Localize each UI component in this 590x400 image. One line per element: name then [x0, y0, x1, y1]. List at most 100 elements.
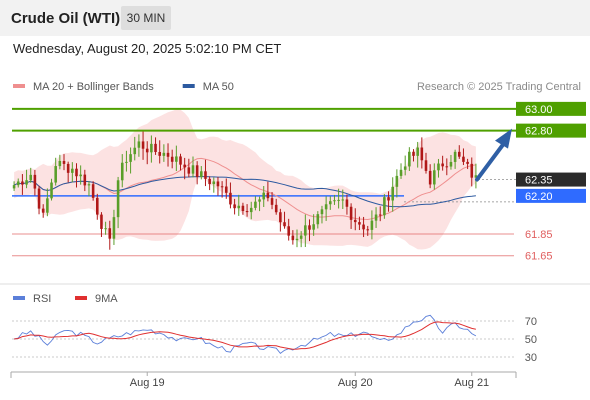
level-label-62-20: 62.20 [525, 191, 553, 203]
candle-body [220, 186, 224, 188]
candle-body [62, 160, 66, 164]
candle-body [237, 205, 241, 209]
candle-body [129, 154, 132, 162]
timeframe-button[interactable]: 30 MIN [121, 6, 171, 30]
candle-body [150, 143, 153, 153]
candle-body [383, 197, 386, 216]
candle-body [408, 151, 411, 167]
candle-body [441, 163, 444, 167]
candle-body [179, 156, 182, 165]
candle-body [299, 235, 303, 239]
candle-body [370, 220, 374, 230]
legend-label-0: MA 20 + Bollinger Bands [33, 81, 154, 93]
candle-body [362, 224, 365, 230]
candle-body [58, 160, 62, 167]
candle-body [345, 199, 349, 207]
header-bar: Crude Oil (WTI) 30 MIN [0, 0, 590, 36]
rsi-tick-30: 30 [525, 352, 537, 364]
instrument-title: Crude Oil (WTI) [11, 10, 121, 27]
candle-body [287, 226, 290, 236]
candle-body [295, 238, 299, 241]
candle-body [108, 228, 112, 239]
candle-body [33, 174, 37, 189]
x-tick-label: Aug 20 [338, 377, 373, 389]
candle-body [12, 185, 16, 189]
candle-body [96, 197, 99, 215]
candle-body [145, 148, 149, 153]
candle-body [308, 225, 311, 230]
level-label-61-85: 61.85 [525, 229, 553, 241]
candle-body [341, 199, 345, 201]
candle-body [474, 175, 478, 178]
candle-body [224, 186, 228, 193]
candle-body [353, 219, 357, 223]
ma50-line [13, 176, 476, 208]
candle-body [141, 141, 145, 149]
level-label-box-62-20 [516, 188, 586, 203]
candle-body [270, 198, 274, 205]
rsi-legend-swatch-1 [75, 296, 87, 300]
chart-datetime: Wednesday, August 20, 2025 5:02:10 PM CE… [13, 41, 282, 56]
candle-body [399, 169, 403, 176]
candle-body [437, 163, 440, 171]
candle-body [175, 156, 178, 162]
candle-body [395, 175, 399, 187]
candle-body [324, 204, 328, 210]
candle-body [312, 224, 315, 230]
candle-body [46, 198, 49, 213]
candle-body [208, 178, 211, 185]
candle-body [200, 171, 203, 177]
rsi-legend-swatch-0 [13, 296, 25, 300]
candle-body [254, 201, 257, 208]
candle-body [183, 164, 186, 168]
projection-arrow-shaft [475, 142, 505, 182]
candle-body [75, 168, 78, 177]
candle-body [249, 207, 253, 213]
main-chart-area: 63.00 62.80 62.35 62.20 61.85 61.65 [0, 101, 590, 285]
candle-body [29, 174, 33, 181]
candle-body [229, 192, 232, 205]
candle-body [279, 212, 282, 223]
candle-body [233, 204, 236, 209]
candle-body [470, 163, 474, 178]
candle-body [337, 199, 340, 201]
candle-body [50, 182, 53, 199]
candle-body [100, 214, 103, 229]
level-label-63-00: 63.00 [525, 104, 553, 116]
rsi-line [14, 314, 477, 355]
candle-body [120, 162, 124, 181]
candle-body [87, 184, 91, 186]
candle-body [466, 161, 469, 164]
candle-body [195, 165, 199, 177]
candle-body [187, 167, 191, 174]
candle-body [378, 214, 382, 216]
candle-body [304, 225, 307, 236]
candle-body [453, 151, 457, 162]
candle-body [320, 209, 324, 215]
rsi-chart-area: 70 50 30 [12, 314, 537, 364]
candle-body [349, 206, 353, 220]
candle-body [71, 168, 74, 173]
level-label-62-80: 62.80 [525, 126, 553, 138]
candle-body [83, 174, 87, 186]
candle-body [79, 174, 82, 177]
candle-body [66, 163, 70, 173]
candle-body [216, 181, 220, 187]
candle-body [403, 166, 407, 170]
legend-label-1: MA 50 [203, 81, 234, 93]
candle-body [283, 222, 286, 227]
candle-body [245, 211, 249, 213]
candle-body [54, 166, 57, 183]
candle-body [424, 160, 428, 171]
candle-body [41, 208, 45, 213]
candle-body [358, 222, 361, 225]
legend-swatch-1 [182, 84, 195, 88]
candle-body [154, 143, 157, 152]
candle-body [387, 197, 390, 201]
candle-body [274, 204, 278, 213]
candle-body [37, 188, 41, 209]
candle-body [366, 229, 370, 231]
candle-body [445, 166, 449, 168]
chart-legends: Research © 2025 Trading Central MA 20 + B… [13, 81, 581, 305]
